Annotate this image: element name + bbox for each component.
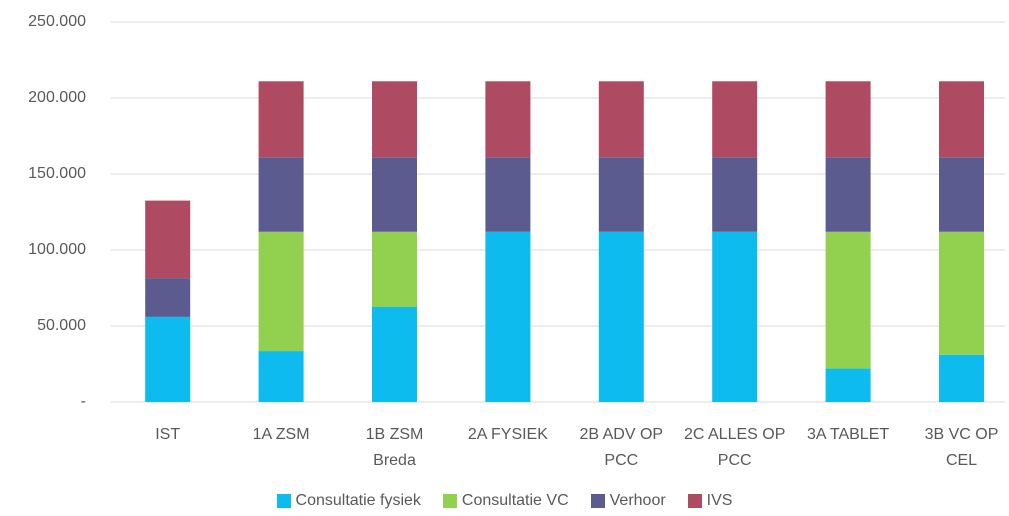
y-tick-label: - xyxy=(81,393,86,410)
y-tick-label: 200.000 xyxy=(28,89,86,106)
y-tick-label: 150.000 xyxy=(28,165,86,182)
bar-segment xyxy=(939,157,984,232)
bar-segment xyxy=(372,231,417,307)
bar-segment xyxy=(825,231,871,369)
x-tick-label: 1A ZSM xyxy=(252,426,310,443)
legend-item: Consultatie VC xyxy=(442,492,569,510)
bar-segment xyxy=(598,231,644,402)
bar-segment xyxy=(145,278,191,317)
bar-segment xyxy=(372,157,417,232)
legend-label: Consultatie VC xyxy=(461,492,569,509)
legend-swatch xyxy=(276,494,291,508)
legend-label: Verhoor xyxy=(609,492,666,509)
bar-segment xyxy=(372,307,417,402)
legend: Consultatie fysiek Consultatie VC Verhoor I… xyxy=(0,492,1009,510)
y-tick-label: 50.000 xyxy=(37,317,86,334)
bar-segment xyxy=(485,157,531,232)
legend-swatch xyxy=(590,494,605,508)
bar-segment xyxy=(825,81,871,158)
bar-segment xyxy=(939,81,984,158)
bar-segment xyxy=(825,157,871,232)
x-tick-label: 1B ZSM Breda xyxy=(365,426,424,469)
bar-segment xyxy=(258,351,304,402)
bar-segment xyxy=(712,81,758,158)
x-tick-label: IST xyxy=(155,426,181,443)
legend-swatch xyxy=(687,494,702,508)
bar-segment xyxy=(258,81,304,158)
x-tick-label: 2C ALLES OP PCC xyxy=(683,426,786,469)
legend-item: Verhoor xyxy=(590,492,666,510)
bar-segment xyxy=(598,157,644,232)
bar-segment xyxy=(712,231,758,402)
legend-label: Consultatie fysiek xyxy=(295,492,421,509)
y-tick-label: 100.000 xyxy=(28,241,86,258)
bar-segment xyxy=(485,81,531,158)
bar-segment xyxy=(598,81,644,158)
legend-label: IVS xyxy=(706,492,733,509)
legend-swatch xyxy=(442,494,457,508)
bar-segment xyxy=(145,200,191,279)
x-tick-label: 2B ADV OP PCC xyxy=(579,426,664,469)
legend-item: Consultatie fysiek xyxy=(276,492,421,510)
y-tick-label: 250.000 xyxy=(28,13,86,30)
bar-segment xyxy=(258,157,304,232)
x-tick-label: 2A FYSIEK xyxy=(467,426,548,443)
bar-segment xyxy=(939,231,984,355)
bar-segment xyxy=(825,368,871,402)
bar-segment xyxy=(372,81,417,158)
bar-segment xyxy=(145,316,191,402)
legend-item: IVS xyxy=(687,492,733,510)
x-tick-label: 3B VC OP CEL xyxy=(924,426,999,469)
x-tick-label: 3A TABLET xyxy=(807,426,890,443)
bar-segment xyxy=(712,157,758,232)
bar-segment xyxy=(939,354,984,402)
bar-segment xyxy=(485,231,531,402)
bar-segment xyxy=(258,231,304,352)
